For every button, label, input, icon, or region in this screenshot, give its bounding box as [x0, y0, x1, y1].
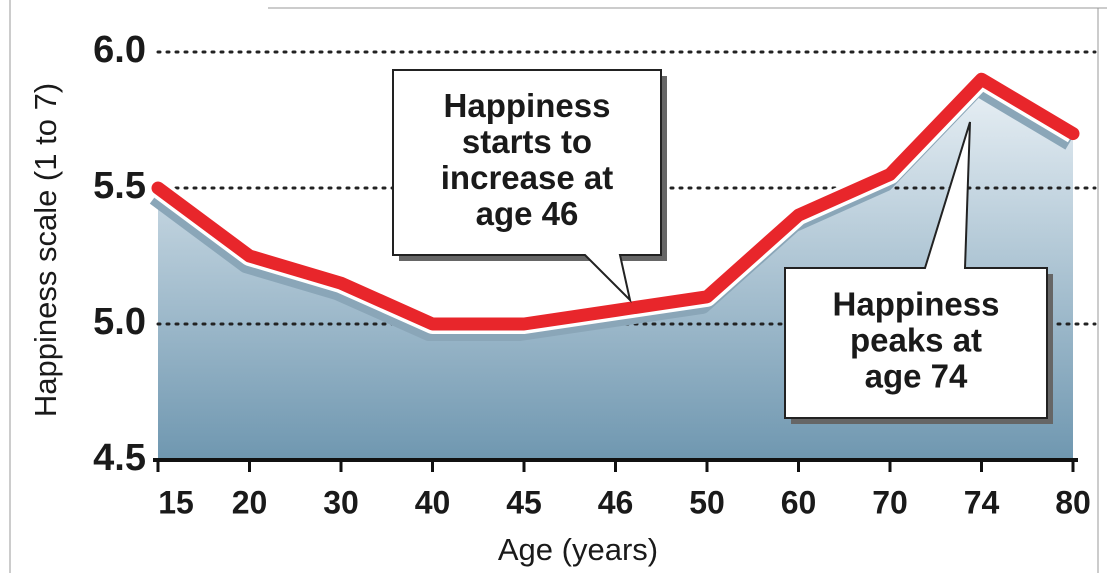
x-tick-label: 20: [232, 484, 268, 520]
x-tick-label: 74: [964, 484, 1000, 520]
line: [151, 72, 1080, 331]
x-tick-label: 46: [598, 484, 634, 520]
x-tick-label: 50: [689, 484, 725, 520]
x-tick-label: 40: [415, 484, 451, 520]
y-tick-label: 6.0: [93, 29, 146, 71]
callout-box: [392, 69, 662, 304]
x-tick-label: 30: [323, 484, 359, 520]
annotation-text: age 74: [865, 358, 968, 395]
callout-box: [784, 121, 1048, 419]
x-tick-label: 60: [781, 484, 817, 520]
annotation-text: Happiness: [444, 87, 611, 124]
x-tick-label: 80: [1055, 484, 1091, 520]
annotation-text: starts to: [462, 123, 592, 160]
y-axis-label: Happiness scale (1 to 7): [28, 83, 63, 417]
x-tick-label: 45: [506, 484, 542, 520]
y-tick-label: 4.5: [93, 437, 146, 479]
x-tick-label: 70: [872, 484, 908, 520]
y-tick-label: 5.5: [93, 165, 146, 207]
annotation-text: increase at: [441, 159, 613, 196]
annotation-text: Happiness: [833, 286, 1000, 323]
x-tick-label: 15: [158, 484, 194, 520]
x-axis-label: Age (years): [498, 532, 658, 567]
annotation-text: age 46: [476, 195, 579, 232]
y-tick-label: 5.0: [93, 301, 146, 343]
annotation-text: peaks at: [850, 322, 982, 359]
